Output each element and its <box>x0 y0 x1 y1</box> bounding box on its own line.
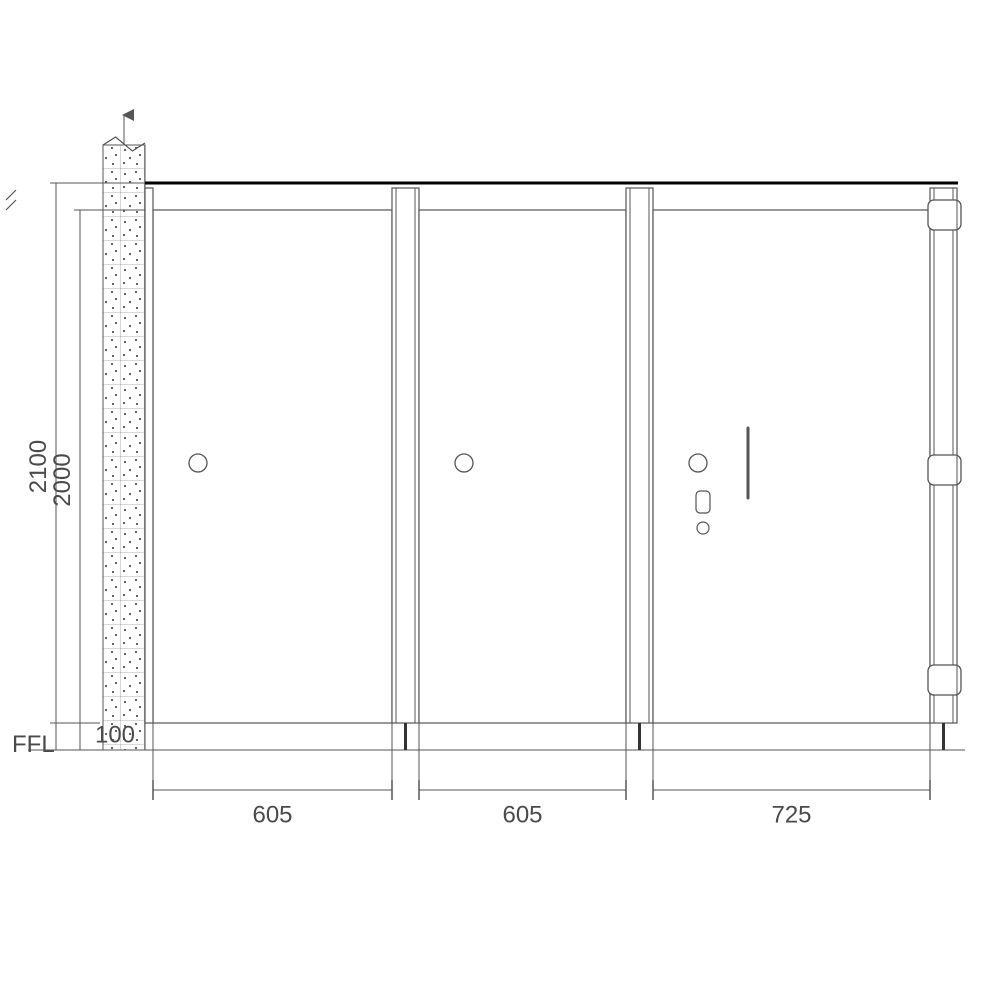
door-knob <box>189 454 207 472</box>
hinge <box>928 200 961 230</box>
elevation-drawing: FFL 21002000 100 605 605 725 <box>0 0 1000 1000</box>
door-knob <box>455 454 473 472</box>
door-knob <box>689 454 707 472</box>
dim-value: 725 <box>771 801 811 828</box>
dim-value: 2100 <box>25 440 52 493</box>
dim-value: 605 <box>252 801 292 828</box>
wall-channel <box>145 188 153 723</box>
door-panel <box>153 210 392 723</box>
wall-section <box>103 145 145 750</box>
hinge <box>928 665 961 695</box>
dim-value: 605 <box>502 801 542 828</box>
dim-value: 2000 <box>49 453 76 506</box>
dim-value: 100 <box>95 722 135 749</box>
lock-indicator <box>696 491 710 513</box>
door-panel <box>419 210 626 723</box>
ffl-label: FFL <box>12 731 55 758</box>
hinge <box>928 455 961 485</box>
